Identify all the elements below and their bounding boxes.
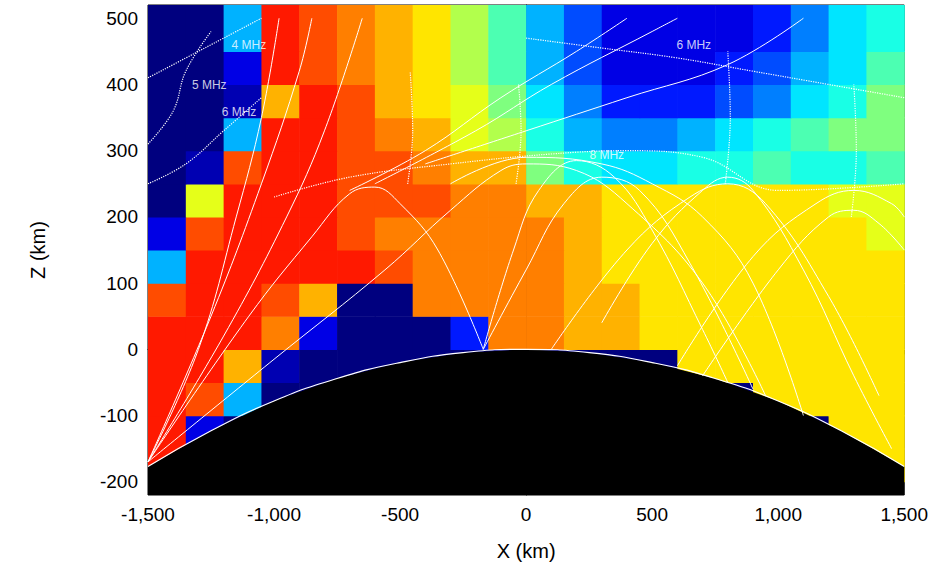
svg-text:Z (km): Z (km) (27, 221, 49, 279)
svg-text:-200: -200 (100, 471, 138, 492)
svg-text:6 MHz: 6 MHz (676, 38, 711, 52)
svg-text:0: 0 (521, 504, 532, 525)
svg-text:X (km): X (km) (497, 540, 556, 562)
svg-text:1,000: 1,000 (754, 504, 802, 525)
svg-text:-1,000: -1,000 (247, 504, 301, 525)
svg-text:6 MHz: 6 MHz (222, 105, 257, 119)
svg-text:8 MHz: 8 MHz (589, 148, 624, 162)
svg-text:4 MHz: 4 MHz (231, 38, 266, 52)
svg-text:500: 500 (106, 8, 138, 29)
svg-text:1,500: 1,500 (880, 504, 928, 525)
svg-text:500: 500 (636, 504, 668, 525)
svg-text:200: 200 (106, 206, 138, 227)
svg-text:0: 0 (127, 339, 138, 360)
svg-text:100: 100 (106, 273, 138, 294)
svg-text:-100: -100 (100, 405, 138, 426)
svg-text:-1,500: -1,500 (121, 504, 175, 525)
svg-text:400: 400 (106, 74, 138, 95)
svg-text:300: 300 (106, 140, 138, 161)
svg-text:-500: -500 (381, 504, 419, 525)
svg-text:5 MHz: 5 MHz (192, 78, 227, 92)
